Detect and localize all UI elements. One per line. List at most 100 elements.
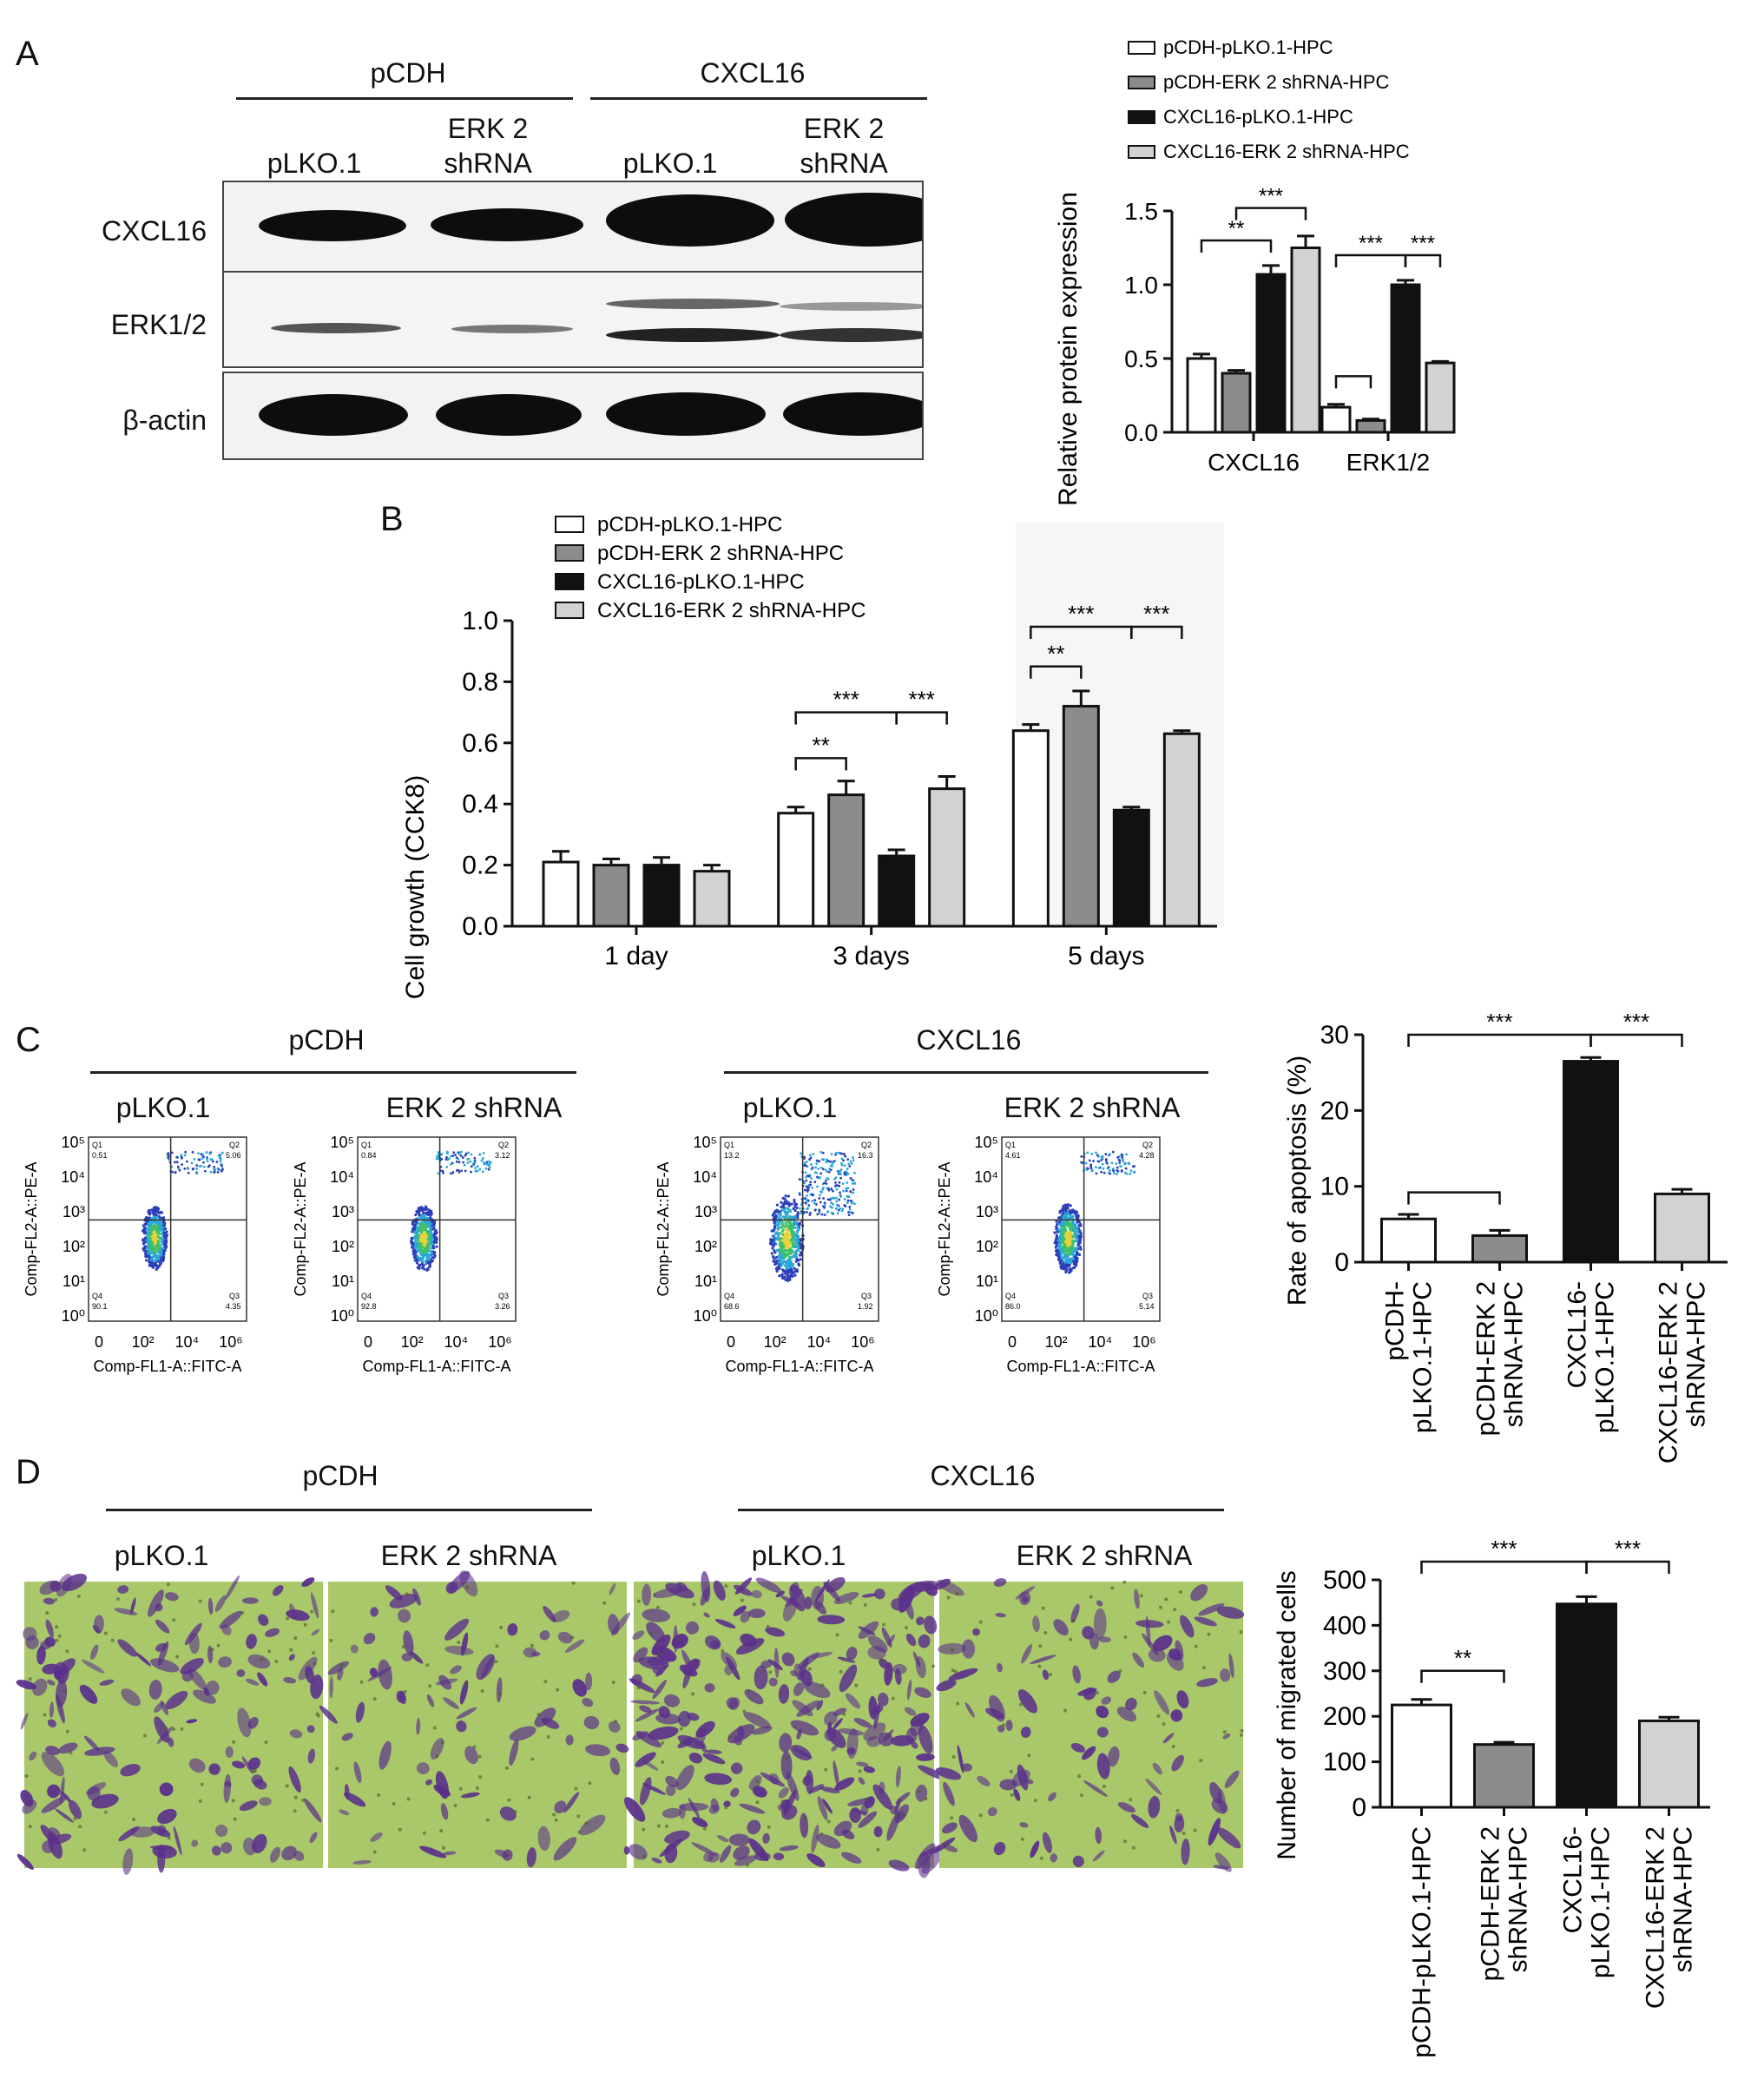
facs-dot [791,1238,794,1241]
photo-condition-4: ERK 2 shRNA [1016,1540,1193,1571]
facs-dot [848,1205,852,1208]
facs-dot [1120,1169,1123,1173]
stained-cell [82,1659,105,1674]
facs-dot [780,1264,783,1267]
facs-dot [820,1213,824,1216]
panel-c-label: C [16,1021,41,1059]
facs-dot [205,1151,208,1154]
stained-cell [803,1681,831,1699]
stained-cell [247,1654,271,1669]
facs-dot [784,1252,787,1255]
membrane-pore [103,1810,108,1814]
facs-dot [1066,1211,1070,1214]
facs-dot [463,1163,466,1167]
facs-dot [1058,1211,1062,1214]
facs-dot [418,1249,421,1253]
stained-cell [752,1786,767,1798]
membrane-pore [656,1824,661,1828]
membrane-pore [507,1798,511,1802]
facs-dot [1062,1225,1065,1228]
bar [542,860,580,928]
facs-dot [790,1264,794,1268]
facs-dot [1054,1246,1057,1249]
facs-dot [1063,1232,1066,1235]
facs-dot [1073,1255,1077,1260]
membrane-pore [494,1660,498,1664]
stained-cell [352,1859,372,1865]
membrane-pore [442,1845,446,1850]
facs-dot [482,1157,484,1160]
facs-dot [785,1260,788,1264]
membrane-pore [480,1689,484,1694]
facs-dot [773,1211,777,1214]
stained-cell [206,1681,220,1695]
facs-dot [473,1156,477,1160]
stained-cell [1042,1832,1052,1853]
membrane-pore [546,1735,550,1740]
stained-cell [755,1577,781,1593]
facs-dot [202,1161,205,1164]
stained-cell [873,1589,885,1600]
facs-dot [161,1247,165,1250]
membrane-pore [835,1633,839,1637]
facs-dot [1079,1247,1083,1251]
stained-cell [824,1711,838,1726]
facs-dot [826,1198,830,1201]
facs-dot [795,1268,799,1272]
facs-dot [145,1220,149,1223]
stained-cell [678,1710,691,1727]
facs-dot [435,1245,438,1248]
significance-label: *** [1359,232,1383,255]
facs-dot [804,1164,807,1168]
facs-dot [803,1210,806,1214]
facs-dot [839,1161,843,1165]
stained-cell [1093,1608,1107,1640]
stained-cell [734,1855,757,1866]
facs-dot [830,1153,833,1155]
facs-dot [464,1154,467,1157]
stained-cell [461,1792,480,1799]
facs-dot [457,1161,461,1164]
membrane-pore [530,1757,535,1761]
membrane-pore [172,1618,176,1622]
stained-cell [915,1656,926,1679]
facs-q4-value: 90.1 [92,1302,108,1311]
membrane-pore [425,1663,430,1668]
facs-dot [798,1222,801,1226]
facs-dot [1104,1159,1108,1162]
stained-cell [936,1680,957,1692]
facs-dot [435,1231,438,1234]
facs-dot [1121,1158,1124,1161]
membrane-pore [602,1601,607,1605]
stained-cell [582,1697,594,1707]
blot-group-line-cxcl16 [590,97,927,100]
facs-dot [847,1214,851,1216]
facs-dot [181,1163,184,1166]
facs-dot [482,1151,485,1155]
membrane-pore [28,1825,32,1829]
significance-bracket [1407,1033,1592,1047]
facs-dot [480,1159,484,1162]
facs-dot [798,1193,801,1196]
membrane-pore [377,1793,381,1797]
facs-dot [797,1247,800,1250]
facs-dot [777,1254,780,1258]
membrane-pore [1039,1856,1043,1860]
stained-cell [837,1656,856,1663]
membrane-pore [1110,1586,1115,1590]
membrane-pore [198,1599,202,1603]
facs-dot [420,1262,424,1266]
facs-dot [464,1169,467,1173]
stained-cell [551,1609,570,1622]
membrane-pore [839,1669,843,1674]
facs-q4-value: 86.0 [1005,1302,1021,1311]
facs-dot [1062,1214,1065,1218]
membrane-pore [63,1689,67,1694]
facs-dot [844,1155,847,1158]
stained-cell [948,1668,978,1681]
chart-b-ylabel: Cell growth (CCK8) [401,775,430,999]
facs-dot [220,1164,223,1168]
facs-dot [1086,1151,1089,1155]
stained-cell [651,1634,671,1655]
stained-cell [499,1806,517,1821]
